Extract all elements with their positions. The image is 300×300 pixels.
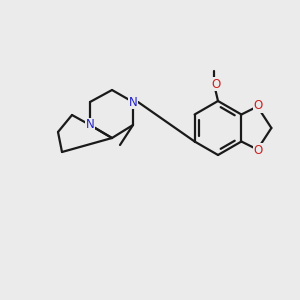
Text: O: O bbox=[212, 77, 220, 91]
Text: N: N bbox=[129, 95, 137, 109]
Text: O: O bbox=[254, 99, 263, 112]
Text: N: N bbox=[85, 118, 94, 131]
Text: O: O bbox=[254, 144, 263, 157]
